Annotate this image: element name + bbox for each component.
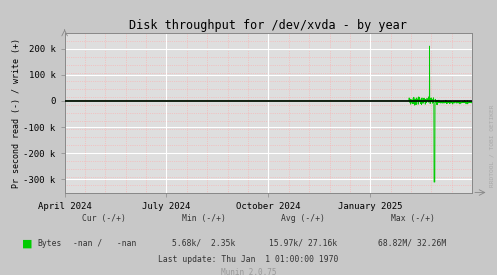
Text: 15.97k/ 27.16k: 15.97k/ 27.16k <box>269 239 337 248</box>
Title: Disk throughput for /dev/xvda - by year: Disk throughput for /dev/xvda - by year <box>129 19 408 32</box>
Text: 5.68k/  2.35k: 5.68k/ 2.35k <box>172 239 236 248</box>
Text: Min (-/+): Min (-/+) <box>182 214 226 223</box>
Text: Munin 2.0.75: Munin 2.0.75 <box>221 268 276 275</box>
Text: 68.82M/ 32.26M: 68.82M/ 32.26M <box>378 239 447 248</box>
Text: Bytes: Bytes <box>37 239 62 248</box>
Text: Last update: Thu Jan  1 01:00:00 1970: Last update: Thu Jan 1 01:00:00 1970 <box>159 255 338 264</box>
Text: Cur (-/+): Cur (-/+) <box>83 214 126 223</box>
Y-axis label: Pr second read (-) / write (+): Pr second read (-) / write (+) <box>11 38 20 188</box>
Text: ■: ■ <box>22 238 33 248</box>
Text: Max (-/+): Max (-/+) <box>391 214 434 223</box>
Text: -nan /   -nan: -nan / -nan <box>73 239 136 248</box>
Text: RRDTOOL / TOBI OETIKER: RRDTOOL / TOBI OETIKER <box>490 104 495 187</box>
Text: Avg (-/+): Avg (-/+) <box>281 214 325 223</box>
